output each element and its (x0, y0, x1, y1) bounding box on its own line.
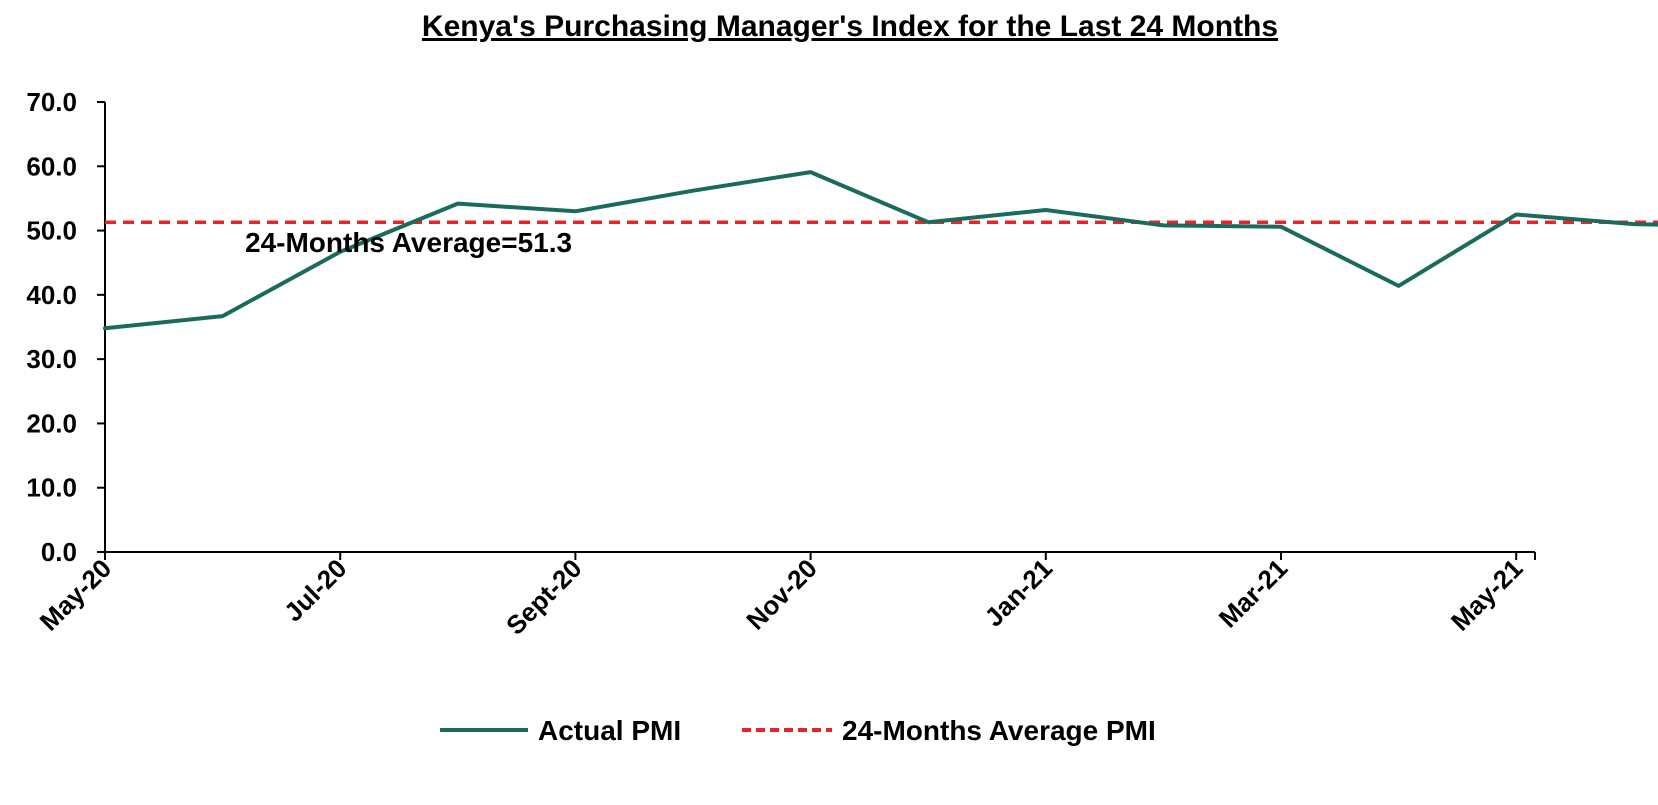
x-tick-label: Sept-20 (500, 553, 588, 641)
x-tick-label: Jan-21 (979, 553, 1058, 632)
y-tick-label: 0.0 (41, 537, 77, 567)
chart-series (103, 170, 1658, 331)
chart-legend: Actual PMI 24-Months Average PMI (440, 715, 1156, 746)
chart-annotations: 24-Months Average=51.347.646.8 (245, 227, 572, 258)
chart-title: Kenya's Purchasing Manager's Index for t… (422, 10, 1278, 43)
legend-label-actual-pmi: Actual PMI (538, 715, 681, 746)
legend-label-average-pmi: 24-Months Average PMI (842, 715, 1156, 746)
x-tick-label: May-21 (1445, 553, 1529, 637)
y-tick-label: 10.0 (26, 473, 77, 503)
series-line-actual-pmi (103, 170, 1658, 331)
average-annotation: 24-Months Average=51.3 (245, 227, 572, 258)
x-tick-label: Mar-21 (1213, 553, 1293, 633)
y-tick-label: 40.0 (26, 280, 77, 310)
x-tick-label: Jul-20 (278, 553, 352, 627)
y-tick-label: 20.0 (26, 408, 77, 438)
y-tick-label: 70.0 (26, 87, 77, 117)
y-tick-label: 30.0 (26, 344, 77, 374)
x-tick-label: Nov-20 (740, 553, 823, 636)
y-tick-label: 60.0 (26, 151, 77, 181)
y-tick-label: 50.0 (26, 216, 77, 246)
